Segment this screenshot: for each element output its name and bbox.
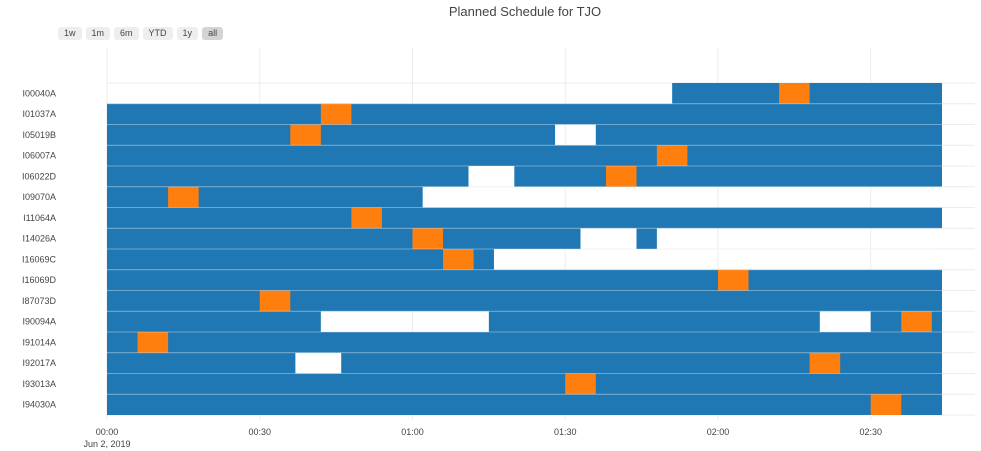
schedule-bar[interactable] — [107, 207, 942, 229]
schedule-bar[interactable] — [107, 373, 942, 395]
schedule-bar[interactable] — [107, 124, 556, 146]
observation-block[interactable] — [656, 145, 688, 166]
schedule-bar[interactable] — [107, 394, 942, 415]
x-tick-label: 01:00 — [401, 427, 424, 437]
observation-block[interactable] — [137, 332, 169, 353]
target-label: I93013A — [22, 379, 56, 389]
target-label: I06007A — [22, 151, 56, 161]
target-label: I01037A — [22, 109, 56, 119]
target-label: I91014A — [22, 337, 56, 347]
x-tick-label: 01:30 — [554, 427, 577, 437]
schedule-bar[interactable] — [341, 352, 943, 374]
schedule-bar[interactable] — [107, 103, 942, 125]
schedule-bar[interactable] — [107, 332, 942, 353]
observation-block[interactable] — [565, 373, 596, 395]
x-tick-label: 00:30 — [248, 427, 271, 437]
observation-block[interactable] — [443, 249, 474, 270]
target-label: I92017A — [22, 358, 56, 368]
schedule-bar[interactable] — [107, 166, 469, 187]
target-label: I16069C — [22, 254, 57, 264]
observation-block[interactable] — [320, 103, 352, 125]
observation-block[interactable] — [809, 352, 841, 374]
bars — [107, 83, 943, 415]
observation-block[interactable] — [290, 124, 321, 146]
target-label: I00040A — [22, 88, 56, 98]
range-button-1m[interactable]: 1m — [85, 27, 111, 40]
target-label: I87073D — [22, 296, 57, 306]
range-button-1y[interactable]: 1y — [176, 27, 199, 40]
target-label: I06022D — [22, 171, 57, 181]
schedule-bar[interactable] — [107, 352, 296, 374]
range-button-1w[interactable]: 1w — [58, 27, 82, 40]
schedule-bar[interactable] — [514, 166, 942, 187]
target-label: I09070A — [22, 192, 56, 202]
schedule-bar[interactable] — [107, 269, 942, 291]
observation-block[interactable] — [717, 269, 749, 291]
target-label: I90094A — [22, 317, 56, 327]
observation-block[interactable] — [168, 186, 199, 208]
target-label: I16069D — [22, 275, 57, 285]
range-button-6m[interactable]: 6m — [114, 27, 139, 40]
range-button-all[interactable]: all — [202, 27, 224, 40]
schedule-bar[interactable] — [595, 124, 942, 146]
schedule-bar[interactable] — [107, 290, 942, 312]
observation-block[interactable] — [412, 228, 444, 249]
observation-block[interactable] — [605, 166, 637, 187]
observation-block[interactable] — [901, 311, 932, 332]
schedule-bar[interactable] — [107, 228, 581, 249]
marks — [107, 83, 942, 415]
target-label: I94030A — [22, 400, 56, 410]
observation-block[interactable] — [351, 207, 382, 229]
observation-block[interactable] — [870, 394, 902, 415]
target-label: I11064A — [23, 213, 56, 223]
chart-title: Planned Schedule for TJO — [448, 4, 602, 19]
x-date-label: Jun 2, 2019 — [83, 439, 130, 449]
range-selector: 1w 1m 6m YTD 1y all — [58, 27, 224, 40]
schedule-bar[interactable] — [107, 145, 942, 166]
y-axis-labels: I00040A I01037A I05019B I06007A I06022D I0907… — [22, 88, 57, 409]
x-axis-labels: 00:00 00:30 01:00 01:30 02:00 02:30 Jun 2, 201… — [83, 427, 882, 449]
schedule-bar[interactable] — [488, 311, 820, 332]
x-tick-label: 02:30 — [859, 427, 882, 437]
target-label: I05019B — [22, 130, 56, 140]
x-tick-label: 00:00 — [96, 427, 119, 437]
range-button-ytd[interactable]: YTD — [142, 27, 173, 40]
observation-block[interactable] — [779, 83, 810, 104]
schedule-bar[interactable] — [107, 249, 494, 270]
schedule-bar[interactable] — [107, 311, 321, 332]
schedule-bar[interactable] — [107, 186, 423, 208]
schedule-bar[interactable] — [636, 228, 657, 249]
x-tick-label: 02:00 — [707, 427, 730, 437]
observation-block[interactable] — [259, 290, 291, 312]
target-label: I14026A — [22, 234, 56, 244]
